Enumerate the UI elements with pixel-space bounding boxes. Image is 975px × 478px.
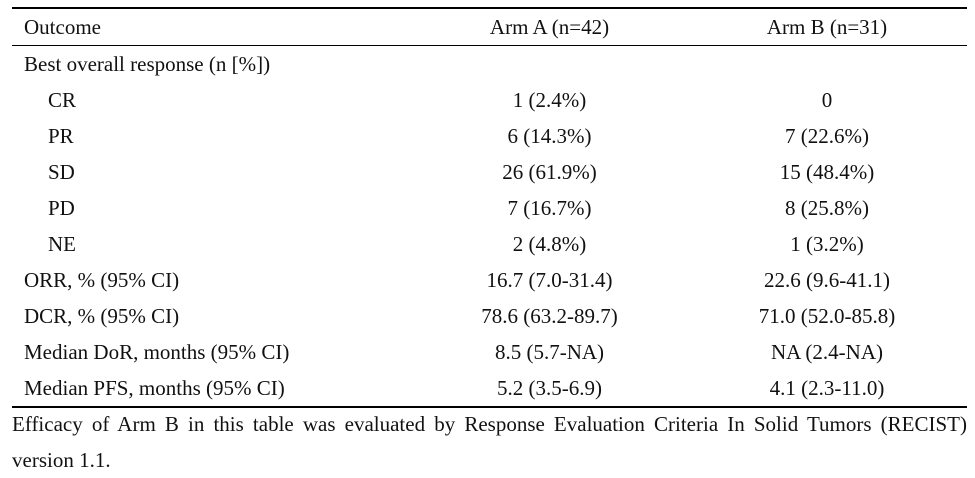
row-arm-b-value: NA (2.4-NA) <box>771 339 883 364</box>
table-footnote: Efficacy of Arm B in this table was eval… <box>12 412 967 472</box>
table-header: Outcome Arm A (n=42) Arm B (n=31) <box>12 7 967 46</box>
row-label: DCR, % (95% CI) <box>24 303 180 328</box>
efficacy-table-container: Outcome Arm A (n=42) Arm B (n=31) Best o… <box>12 7 967 408</box>
row-arm-a-value: 26 (61.9%) <box>502 159 597 184</box>
row-arm-b-value: 0 <box>821 87 833 112</box>
table-row-cr: CR 1 (2.4%) 0 <box>12 82 967 118</box>
row-label: ORR, % (95% CI) <box>24 267 180 292</box>
row-arm-a-value: 2 (4.8%) <box>512 231 587 256</box>
row-arm-b-value: 7 (22.6%) <box>785 123 869 148</box>
row-arm-a-value: 6 (14.3%) <box>507 123 592 148</box>
table-row-pr: PR 6 (14.3%) 7 (22.6%) <box>12 118 967 154</box>
row-arm-a-value: 8.5 (5.7-NA) <box>494 339 605 364</box>
row-arm-b-value: 15 (48.4%) <box>779 159 875 184</box>
row-arm-b-value: 22.6 (9.6-41.1) <box>764 267 890 292</box>
row-arm-a-value: 78.6 (63.2-89.7) <box>481 303 618 328</box>
row-label: Best overall response (n [%]) <box>24 51 271 76</box>
row-arm-a-value: 5.2 (3.5-6.9) <box>412 370 687 408</box>
row-arm-b-value: 71.0 (52.0-85.8) <box>758 303 896 328</box>
row-arm-a-value: 16.7 (7.0-31.4) <box>486 267 613 292</box>
row-arm-b-value: 1 (3.2%) <box>790 231 864 256</box>
row-label: PD <box>48 195 75 220</box>
row-label: PR <box>48 123 74 148</box>
row-label: Median PFS, months (95% CI) <box>12 370 412 408</box>
table-row-median-pfs: Median PFS, months (95% CI) 5.2 (3.5-6.9… <box>12 370 967 408</box>
table-row-median-dor: Median DoR, months (95% CI) 8.5 (5.7-NA)… <box>12 334 967 370</box>
table-row-pd: PD 7 (16.7%) 8 (25.8%) <box>12 190 967 226</box>
row-arm-a-value <box>412 46 687 83</box>
header-outcome: Outcome <box>12 7 412 46</box>
row-label: CR <box>48 87 77 112</box>
row-label: NE <box>48 231 76 256</box>
table-row-best-overall-response: Best overall response (n [%]) <box>12 46 967 83</box>
table-row-ne: NE 2 (4.8%) 1 (3.2%) <box>12 226 967 262</box>
header-row: Outcome Arm A (n=42) Arm B (n=31) <box>12 7 967 46</box>
row-arm-a-value: 1 (2.4%) <box>512 87 587 112</box>
table-row-dcr: DCR, % (95% CI) 78.6 (63.2-89.7) 71.0 (5… <box>12 298 967 334</box>
table-row-sd: SD 26 (61.9%) 15 (48.4%) <box>12 154 967 190</box>
efficacy-table: Outcome Arm A (n=42) Arm B (n=31) Best o… <box>12 7 967 408</box>
table-body: Best overall response (n [%]) CR 1 (2.4%… <box>12 46 967 408</box>
header-arm-a: Arm A (n=42) <box>412 7 687 46</box>
header-arm-b: Arm B (n=31) <box>687 7 967 46</box>
table-row-orr: ORR, % (95% CI) 16.7 (7.0-31.4) 22.6 (9.… <box>12 262 967 298</box>
row-arm-b-value <box>687 46 967 83</box>
row-arm-a-value: 7 (16.7%) <box>507 195 592 220</box>
row-arm-b-value: 4.1 (2.3-11.0) <box>687 370 967 408</box>
row-arm-b-value: 8 (25.8%) <box>785 195 869 220</box>
row-label: SD <box>48 159 75 184</box>
row-label: Median DoR, months (95% CI) <box>24 339 290 364</box>
